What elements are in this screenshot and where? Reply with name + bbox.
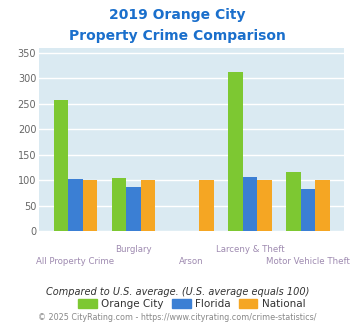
Bar <box>126 187 141 231</box>
Text: 2019 Orange City: 2019 Orange City <box>109 8 246 22</box>
Legend: Orange City, Florida, National: Orange City, Florida, National <box>74 295 310 313</box>
Text: Motor Vehicle Theft: Motor Vehicle Theft <box>266 257 350 266</box>
Text: Arson: Arson <box>179 257 204 266</box>
Bar <box>199 180 213 231</box>
Bar <box>286 173 301 231</box>
Text: Compared to U.S. average. (U.S. average equals 100): Compared to U.S. average. (U.S. average … <box>46 287 309 297</box>
Bar <box>83 180 97 231</box>
Bar <box>315 180 330 231</box>
Text: © 2025 CityRating.com - https://www.cityrating.com/crime-statistics/: © 2025 CityRating.com - https://www.city… <box>38 313 317 322</box>
Bar <box>54 100 68 231</box>
Bar <box>68 179 83 231</box>
Bar <box>141 180 155 231</box>
Bar <box>301 189 315 231</box>
Text: Larceny & Theft: Larceny & Theft <box>215 245 284 254</box>
Text: Property Crime Comparison: Property Crime Comparison <box>69 29 286 43</box>
Bar <box>112 178 126 231</box>
Bar <box>242 177 257 231</box>
Text: Burglary: Burglary <box>115 245 152 254</box>
Bar <box>228 72 242 231</box>
Bar <box>257 180 272 231</box>
Text: All Property Crime: All Property Crime <box>36 257 114 266</box>
